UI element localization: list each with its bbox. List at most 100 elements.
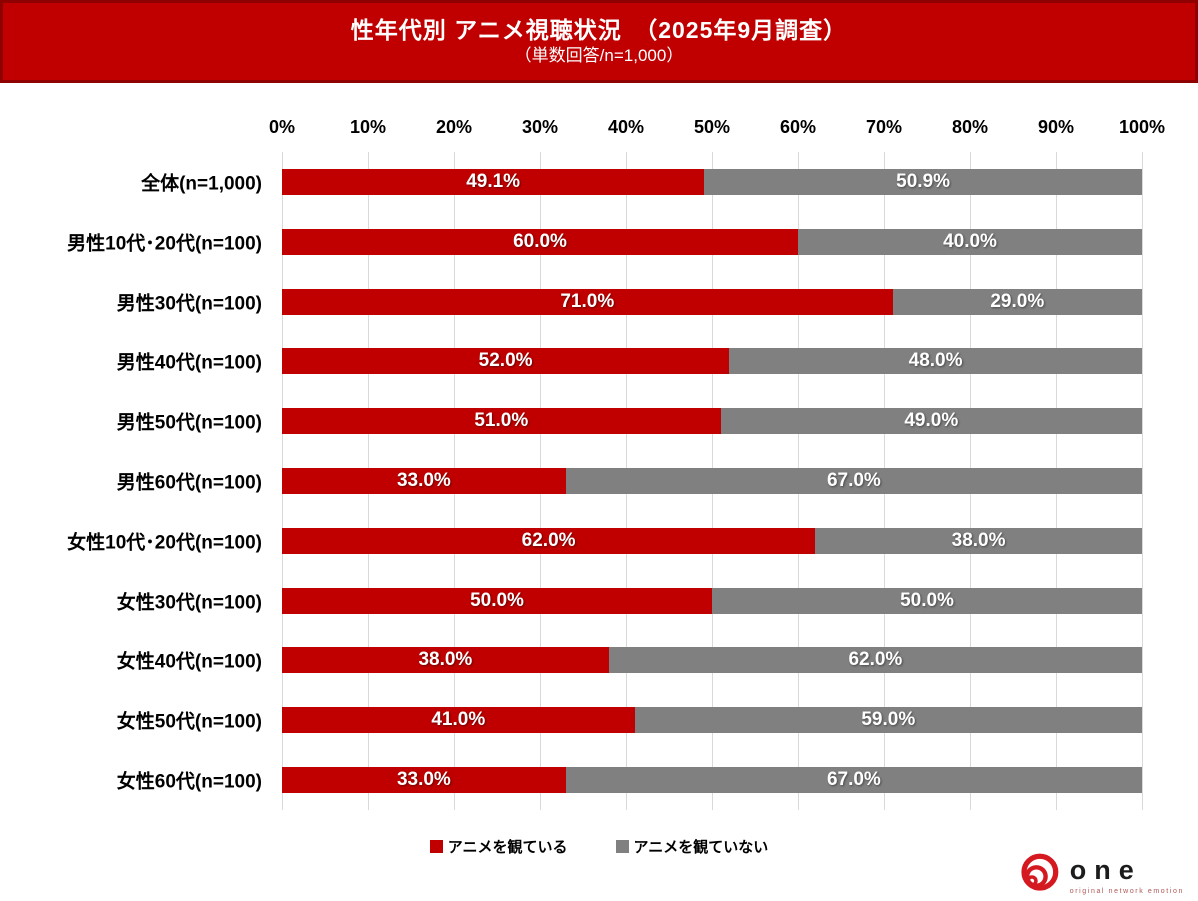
bar-segment-not-watching: 67.0% [565,467,1142,494]
chart-row: 女性10代･20代(n=100) 62.0% 38.0% [67,511,1142,571]
data-label: 40.0% [943,230,997,252]
stacked-bar: 49.1% 50.9% [282,168,1142,195]
bar-segment-watching: 60.0% [282,228,798,255]
logo-text-column: one original network emotion [1069,851,1184,896]
data-label: 29.0% [990,290,1045,312]
bar-segment-not-watching: 59.0% [634,707,1142,734]
bar-segment-watching: 38.0% [282,647,609,674]
category-label: 男性60代(n=100) [116,472,262,494]
header-banner: 性年代別 アニメ視聴状況 （2025年9月調査） （単数回答/n=1,000） [0,0,1198,83]
category-label: 女性60代(n=100) [116,771,262,793]
data-label: 33.0% [396,769,451,791]
x-axis-tick-label: 100% [1118,117,1166,137]
bar-segment-watching: 41.0% [282,707,635,734]
data-label: 67.0% [826,769,881,791]
chart-row: 男性10代･20代(n=100) 60.0% 40.0% [67,212,1142,272]
legend-swatch [429,840,443,853]
stacked-bar: 33.0% 67.0% [282,467,1142,494]
x-axis-tick-label: 90% [1037,117,1075,137]
category-label: 男性10代･20代(n=100) [67,233,262,255]
chart-row: 男性40代(n=100) 52.0% 48.0% [117,331,1142,391]
x-axis-tick-label: 30% [521,117,559,137]
legend: アニメを観ている アニメを観ていない [0,836,1198,857]
bar-segment-watching: 51.0% [282,408,721,435]
x-axis-tick-label: 20% [435,117,473,137]
data-label: 50.0% [900,589,954,611]
category-label: 女性50代(n=100) [116,711,262,733]
x-axis-tick-label: 10% [349,117,387,137]
company-logo: one original network emotion [1017,851,1184,895]
category-label: 男性40代(n=100) [116,352,262,374]
bar-segment-not-watching: 48.0% [729,348,1142,375]
stacked-bar: 38.0% 62.0% [282,647,1142,674]
stacked-bar: 41.0% 59.0% [282,707,1142,734]
bar-segment-not-watching: 50.0% [712,587,1142,614]
bar-segment-watching: 33.0% [282,767,566,794]
data-label: 67.0% [826,469,881,491]
data-label: 62.0% [521,529,576,551]
bar-segment-watching: 71.0% [282,288,893,315]
chart-row: 女性30代(n=100) 50.0% 50.0% [117,571,1142,631]
stacked-bar: 33.0% 67.0% [282,767,1142,794]
bar-segment-not-watching: 49.0% [720,408,1142,435]
category-label: 女性30代(n=100) [116,592,262,614]
data-label: 62.0% [848,649,903,671]
category-label: 女性40代(n=100) [116,651,262,673]
data-label: 38.0% [418,649,473,671]
stacked-bar: 60.0% 40.0% [282,228,1142,255]
stacked-bar: 62.0% 38.0% [282,527,1142,554]
logo-tagline: original network emotion [1069,888,1184,895]
chart-row: 男性50代(n=100) 51.0% 49.0% [117,391,1142,451]
chart-row: 全体(n=1,000) 49.1% 50.9% [141,152,1142,212]
legend-swatch [615,840,629,853]
stacked-bar: 50.0% 50.0% [282,587,1142,614]
legend-item: アニメを観ている [429,836,568,857]
stacked-bar: 51.0% 49.0% [282,408,1142,435]
spiral-logo-icon [1021,853,1059,891]
legend-label: アニメを観ていない [633,839,769,856]
bar-segment-not-watching: 67.0% [565,767,1142,794]
data-label: 60.0% [513,230,567,252]
bar-segment-watching: 52.0% [282,348,730,375]
data-label: 51.0% [474,410,529,432]
data-label: 48.0% [908,350,963,372]
chart-row: 女性40代(n=100) 38.0% 62.0% [117,631,1142,691]
data-label: 41.0% [431,709,486,731]
logo-text: one [1069,855,1142,885]
data-label: 50.9% [896,170,951,192]
plot-area: 全体(n=1,000) 49.1% 50.9% 男性10代･20代(n=100) 60.… [67,152,1143,810]
bar-segment-watching: 49.1% [282,168,705,195]
category-label: 女性10代･20代(n=100) [67,532,262,554]
bar-segment-not-watching: 62.0% [608,647,1142,674]
stacked-bar: 52.0% 48.0% [282,348,1142,375]
gridline [1141,152,1143,810]
bar-segment-not-watching: 38.0% [815,527,1142,554]
page-subtitle: （単数回答/n=1,000） [514,46,684,66]
category-label: 全体(n=1,000) [141,173,262,195]
bar-segment-not-watching: 50.9% [704,168,1142,195]
x-axis-tick-label: 80% [951,117,989,137]
x-axis-tick-label: 60% [779,117,817,137]
legend-item: アニメを観ていない [615,836,769,857]
data-label: 59.0% [861,709,916,731]
chart-row: 女性50代(n=100) 41.0% 59.0% [117,690,1142,750]
data-label: 38.0% [951,529,1006,551]
chart-row: 女性60代(n=100) 33.0% 67.0% [117,750,1142,810]
page-title: 性年代別 アニメ視聴状況 （2025年9月調査） [350,17,848,44]
category-label: 男性30代(n=100) [116,293,262,315]
category-label: 男性50代(n=100) [116,412,262,434]
x-axis: 0% 10% 20% 30% 40% 50% 60% 70% 80% 90% 100% [269,112,1165,142]
data-label: 33.0% [396,469,451,491]
stacked-bar: 71.0% 29.0% [282,288,1142,315]
bar-segment-watching: 50.0% [282,587,712,614]
chart-row: 男性30代(n=100) 71.0% 29.0% [117,272,1142,332]
bar-segment-not-watching: 29.0% [892,288,1142,315]
bar-segment-watching: 33.0% [282,467,566,494]
data-label: 50.0% [470,589,524,611]
x-axis-tick-label: 0% [268,117,296,137]
bar-segment-watching: 62.0% [282,527,816,554]
data-label: 49.1% [466,170,521,192]
x-axis-tick-label: 40% [607,117,645,137]
chart-row: 男性60代(n=100) 33.0% 67.0% [117,451,1142,511]
